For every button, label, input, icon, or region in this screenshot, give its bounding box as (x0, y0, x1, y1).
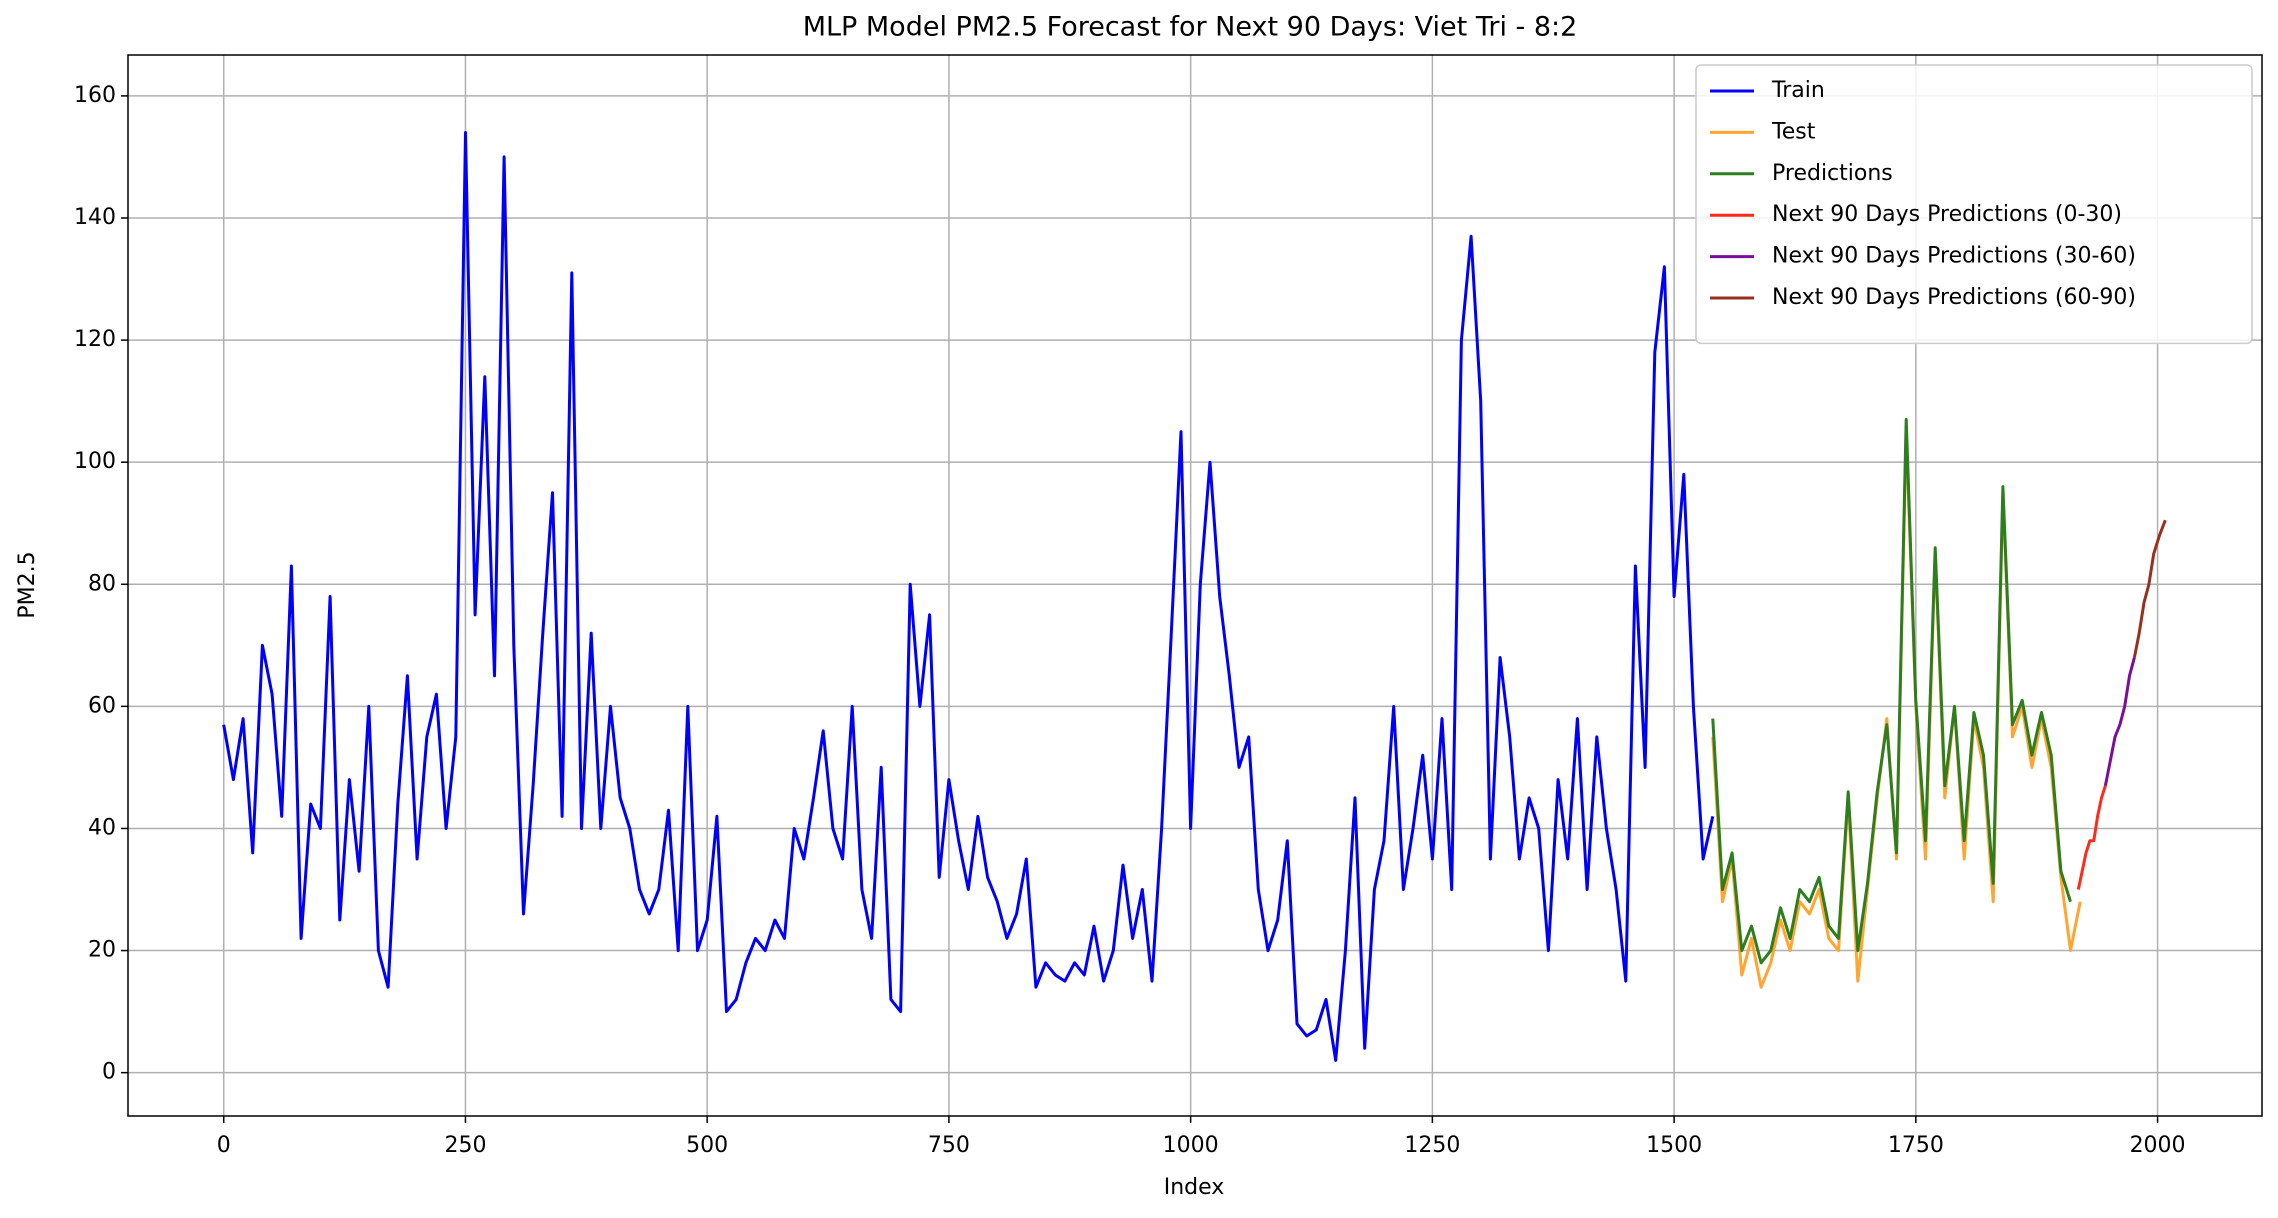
legend-label: Next 90 Days Predictions (30-60) (1772, 244, 2136, 269)
x-axis-label: Index (1164, 1175, 1225, 1200)
x-tick-label: 1750 (1888, 1133, 1944, 1158)
y-tick-label: 140 (74, 205, 116, 230)
y-tick-label: 0 (102, 1060, 116, 1085)
legend-label: Next 90 Days Predictions (0-30) (1772, 202, 2122, 227)
legend-label: Predictions (1772, 161, 1893, 186)
chart-title: MLP Model PM2.5 Forecast for Next 90 Day… (803, 12, 1578, 43)
series-line (222, 131, 1715, 1062)
y-tick-label: 40 (88, 815, 116, 840)
y-tick-label: 80 (88, 571, 116, 596)
series-line (2076, 785, 2107, 890)
y-tick-label: 60 (88, 693, 116, 718)
legend-label: Test (1771, 119, 1816, 144)
series-line (1711, 430, 2082, 989)
y-tick-label: 20 (88, 938, 116, 963)
x-tick-label: 1000 (1163, 1133, 1219, 1158)
x-tick-label: 1250 (1404, 1133, 1460, 1158)
plot-frame (127, 54, 2263, 1117)
legend-label: Next 90 Days Predictions (60-90) (1772, 285, 2136, 310)
y-axis-label: PM2.5 (15, 551, 40, 618)
x-tick-label: 1500 (1646, 1133, 1702, 1158)
y-tick-label: 120 (74, 327, 116, 352)
x-tick-label: 2000 (2130, 1133, 2186, 1158)
series-line (2103, 657, 2136, 786)
x-tick-label: 250 (444, 1133, 486, 1158)
y-tick-label: 160 (74, 83, 116, 108)
y-tick-label: 100 (74, 449, 116, 474)
x-tick-label: 0 (217, 1133, 231, 1158)
legend-label: Train (1771, 78, 1825, 103)
legend-box (1695, 64, 2253, 345)
series-line (2132, 519, 2167, 658)
x-tick-label: 750 (928, 1133, 970, 1158)
x-tick-label: 500 (686, 1133, 728, 1158)
series-line (1711, 418, 2072, 965)
